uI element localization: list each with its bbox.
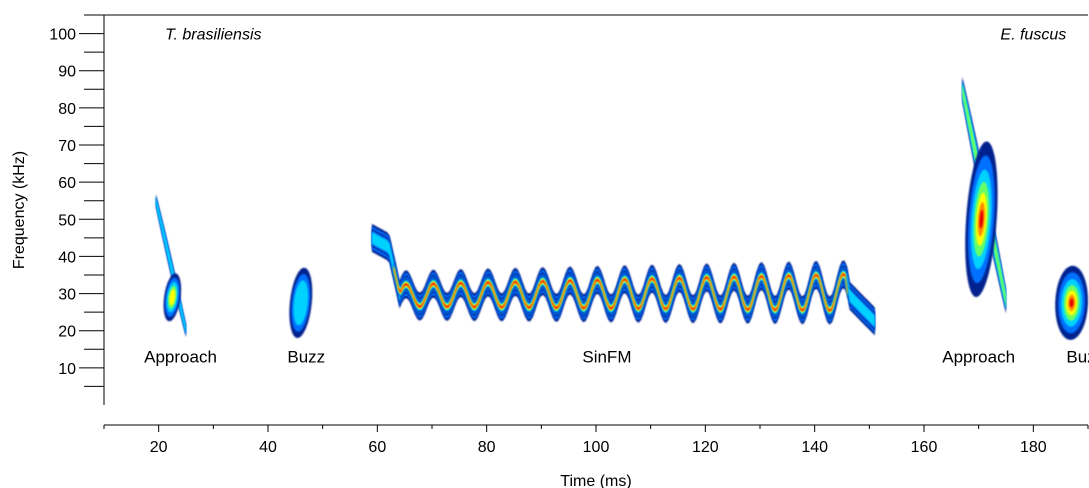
spectrogram-calls [155, 76, 1089, 340]
y-tick-label: 40 [58, 249, 76, 266]
ef-buzz-blob-level-6 [1069, 298, 1074, 308]
x-tick-label: 60 [368, 439, 386, 456]
y-tick-label: 90 [58, 64, 76, 81]
y-tick-label: 20 [58, 324, 76, 341]
call-label: Buzz [1066, 348, 1089, 367]
x-tick-label: 160 [911, 439, 938, 456]
call-label: SinFM [582, 348, 631, 367]
x-tick-label: 100 [583, 439, 610, 456]
call-tb-sinfm [371, 223, 875, 336]
x-tick-label: 40 [259, 439, 277, 456]
x-tick-label: 180 [1020, 439, 1047, 456]
ef-approach-core-level-6 [979, 209, 984, 229]
call-tb-buzz [289, 267, 313, 338]
tb-buzz-blob-level-2 [293, 280, 309, 326]
call-label: Buzz [287, 348, 325, 367]
call-label: Approach [942, 348, 1015, 367]
species-label: T. brasiliensis [165, 27, 261, 44]
axes: 20 40 60 80 100 120 140 160 180 10 20 30 40 50 60 70 80 9… [11, 14, 1089, 488]
tb-approach-core-level-4 [169, 289, 176, 306]
y-axis-title: Frequency (kHz) [11, 151, 28, 269]
x-tick-label: 20 [150, 439, 168, 456]
x-tick-label: 80 [478, 439, 496, 456]
x-tick-label: 140 [801, 439, 828, 456]
x-tick-label: 120 [692, 439, 719, 456]
y-tick-label: 60 [58, 175, 76, 192]
call-label: Approach [144, 348, 217, 367]
call-tb-approach [155, 194, 186, 338]
y-tick-label: 30 [58, 287, 76, 304]
call-ef-buzz [1055, 265, 1089, 340]
x-axis-title: Time (ms) [560, 473, 631, 488]
annotations: T. brasiliensis E. fuscus Approach Buzz SinF… [144, 27, 1089, 367]
call-ef-approach [962, 76, 1006, 314]
species-label: E. fuscus [1000, 27, 1066, 44]
y-tick-label: 70 [58, 138, 76, 155]
y-tick-label: 50 [58, 212, 76, 229]
y-tick-label: 80 [58, 101, 76, 118]
y-tick-label: 100 [49, 27, 76, 44]
y-tick-label: 10 [58, 361, 76, 378]
